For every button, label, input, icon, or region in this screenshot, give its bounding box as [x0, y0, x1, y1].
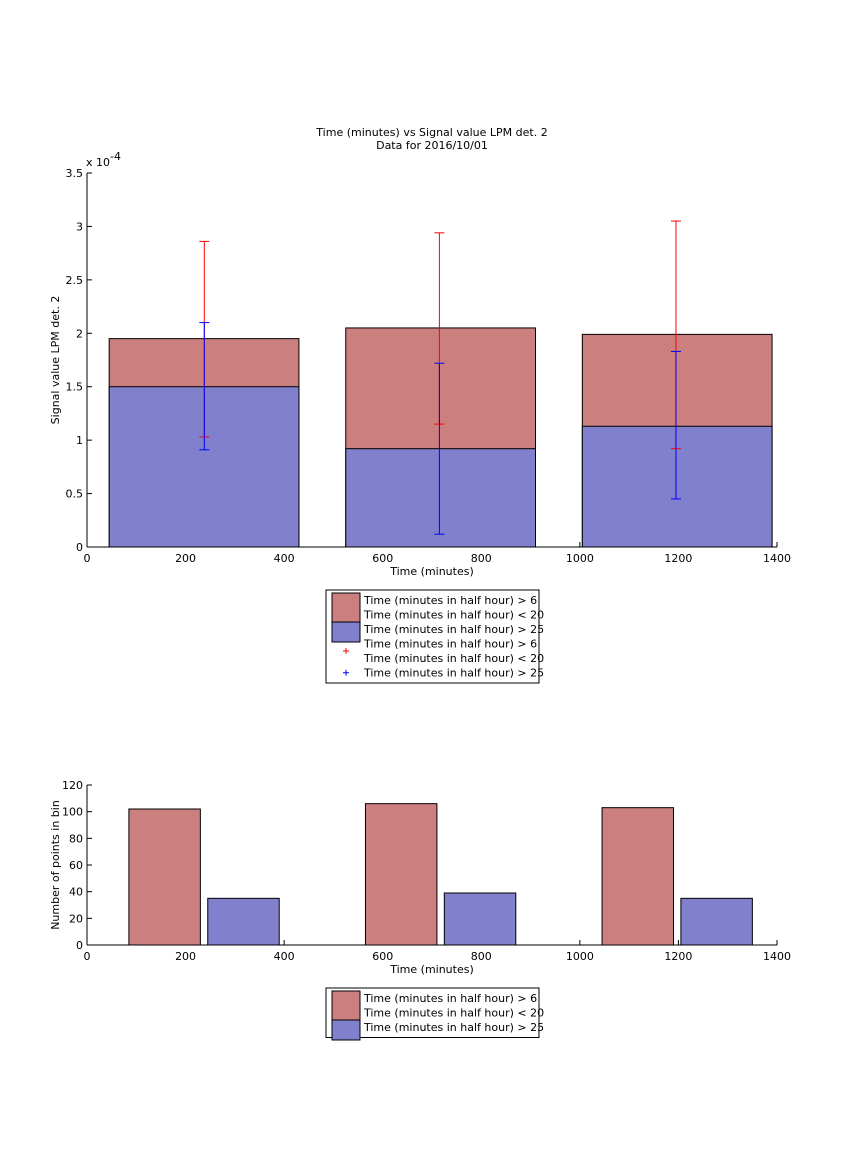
bar-blue [207, 897, 280, 946]
legend-label: Time (minutes in half hour) < 20 [363, 652, 544, 665]
y-tick-label: 40 [69, 886, 83, 899]
y-axis-label: Number of points in bin [49, 800, 62, 930]
y-tick-label: 1 [76, 434, 83, 447]
y-tick-label: 100 [62, 806, 83, 819]
x-tick-label: 1400 [763, 552, 791, 565]
bar-red [364, 803, 438, 946]
legend-label: Time (minutes in half hour) > 25 [363, 667, 544, 680]
chart-title: Time (minutes) vs Signal value LPM det. … [315, 126, 547, 139]
legend-label: Time (minutes in half hour) > 6 [363, 594, 537, 607]
legend-label: Time (minutes in half hour) < 20 [363, 1007, 544, 1020]
legend-label: Time (minutes in half hour) > 6 [363, 638, 537, 651]
y-tick-label: 2 [76, 327, 83, 340]
y-tick-label: 120 [62, 779, 83, 792]
y-tick-label: 20 [69, 912, 83, 925]
legend-label: Time (minutes in half hour) > 6 [363, 992, 537, 1005]
y-tick-label: 2.5 [66, 274, 84, 287]
signal-chart: 0 200 400 600 800 1000 1200 1400 0 0.5 1 1.5 2 2.5 3 3.… [49, 126, 791, 578]
bar-blue [680, 897, 753, 946]
chart-subtitle: Data for 2016/10/01 [376, 139, 488, 152]
x-tick-label: 600 [372, 950, 393, 963]
y-tick-label: 1.5 [66, 381, 84, 394]
y-tick-label: 3 [76, 220, 83, 233]
legend-patch-red [331, 990, 361, 1021]
legend-patch-blue [331, 1019, 361, 1041]
x-tick-label: 1000 [566, 950, 594, 963]
x-tick-label: 200 [175, 552, 196, 565]
bar-blue [581, 425, 773, 548]
x-axis-label: Time (minutes) [389, 565, 474, 578]
x-tick-label: 1000 [566, 552, 594, 565]
y-exponent-label: x 10 [86, 156, 110, 169]
x-tick-label: 1400 [763, 950, 791, 963]
legend-box [325, 987, 540, 1038]
y-tick-label: 3.5 [66, 167, 84, 180]
y-tick-label: 0.5 [66, 488, 84, 501]
x-tick-label: 600 [372, 552, 393, 565]
y-tick-label: 0 [76, 541, 83, 554]
count-chart: 0 200 400 600 800 1000 1200 1400 0 20 40 60 80 100 120… [49, 779, 791, 976]
bar-blue [443, 892, 517, 946]
x-tick-label: 800 [471, 552, 492, 565]
y-axis-label: Signal value LPM det. 2 [49, 296, 62, 425]
y-tick-label: 60 [69, 859, 83, 872]
legend-box [325, 589, 540, 684]
x-tick-label: 400 [274, 552, 295, 565]
y-exponent: -4 [110, 150, 121, 163]
x-tick-label: 0 [84, 552, 91, 565]
x-tick-label: 1200 [664, 552, 692, 565]
x-tick-label: 1200 [664, 950, 692, 963]
x-tick-label: 0 [84, 950, 91, 963]
bar-red [601, 807, 674, 946]
legend-label: Time (minutes in half hour) < 20 [363, 609, 544, 622]
bar-red [128, 808, 201, 946]
x-tick-label: 400 [274, 950, 295, 963]
x-tick-label: 800 [471, 950, 492, 963]
x-axis-label: Time (minutes) [389, 963, 474, 976]
legend-patch-blue [331, 621, 361, 643]
legend-patch-red [331, 592, 361, 623]
count-chart-legend: Time (minutes in half hour) > 6 Time (min… [325, 987, 544, 1041]
bar-blue [345, 448, 536, 548]
x-tick-label: 200 [175, 950, 196, 963]
y-tick-label: 80 [69, 832, 83, 845]
legend-label: Time (minutes in half hour) > 25 [363, 1021, 544, 1034]
y-tick-label: 0 [76, 939, 83, 952]
legend-label: Time (minutes in half hour) > 25 [363, 623, 544, 636]
